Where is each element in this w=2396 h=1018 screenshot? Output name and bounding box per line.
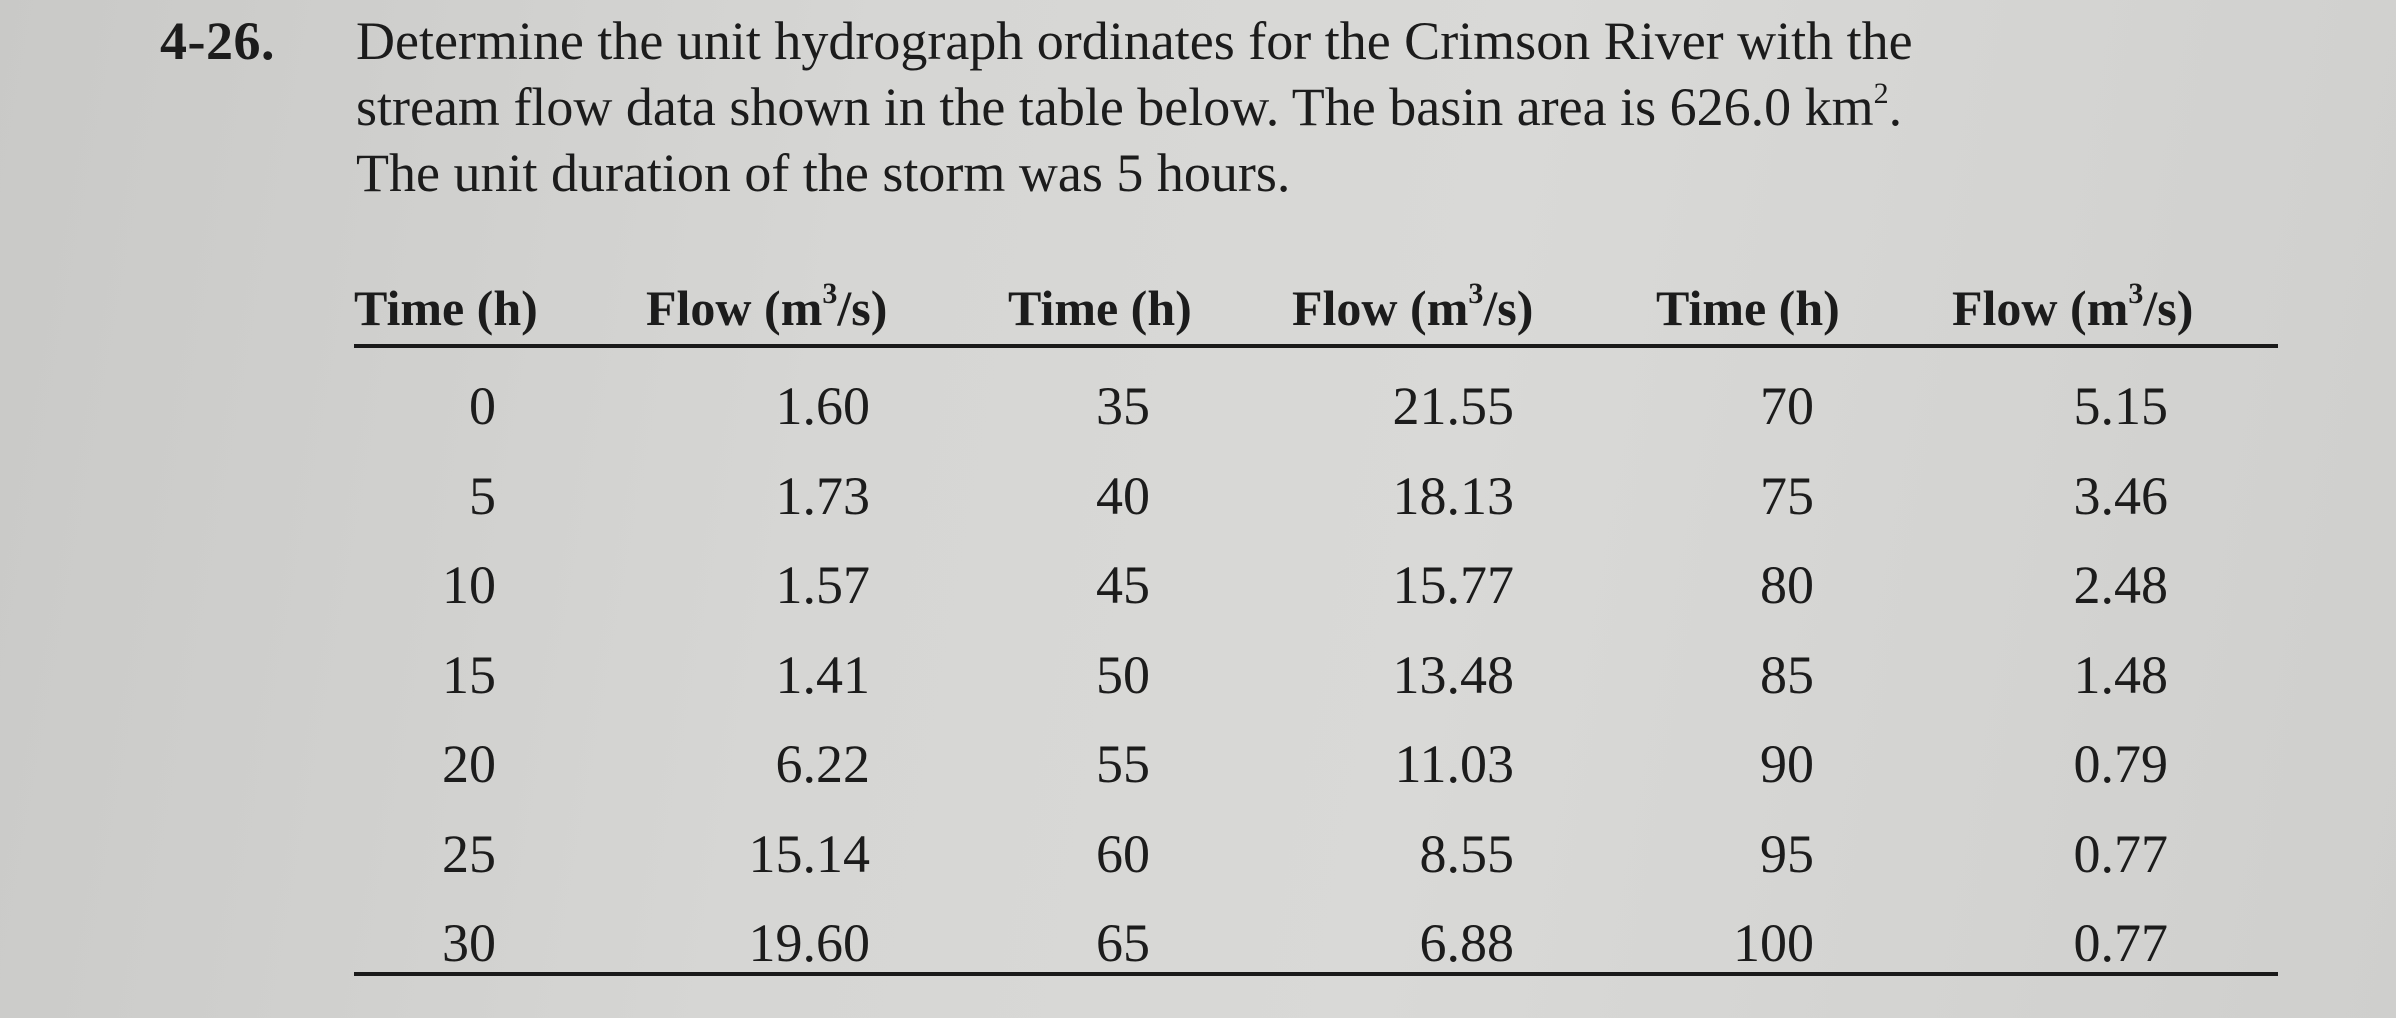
time-cell: 65: [1096, 913, 1150, 973]
flow-cell: 1.73: [775, 465, 871, 526]
time-cell: 0: [469, 376, 496, 436]
flow-cell: 1.48: [2073, 644, 2169, 705]
table-row: 10 1.57 45 15.77 80 2.48: [354, 541, 2278, 631]
flow-cell: 3.46: [2073, 465, 2169, 526]
time-cell: 15: [442, 644, 496, 705]
header-time-3: Time (h): [1656, 272, 1840, 344]
header-time-1-label: Time (h): [354, 280, 538, 336]
table-row: 0 1.60 35 21.55 70 5.15: [354, 362, 2278, 452]
flow-cell: 8.55: [1419, 823, 1515, 884]
header-flow-3: Flow (m3/s): [1952, 272, 2193, 344]
flow-cell: 19.60: [748, 913, 871, 973]
time-cell: 40: [1096, 465, 1150, 526]
header-flow-3-unit: /s): [2143, 280, 2194, 336]
time-cell: 20: [442, 734, 496, 794]
area-exponent: 2: [1873, 77, 1889, 110]
flow-cell: 0.79: [2073, 734, 2169, 794]
table-row: 5 1.73 40 18.13 75 3.46: [354, 452, 2278, 542]
header-flow-3-exponent: 3: [2128, 277, 2144, 310]
header-flow-1-exponent: 3: [822, 277, 838, 310]
table-row: 25 15.14 60 8.55 95 0.77: [354, 810, 2278, 900]
streamflow-table: Time (h) Flow (m3/s) Time (h) Flow (m3/s…: [354, 272, 2278, 976]
time-cell: 60: [1096, 823, 1150, 884]
time-cell: 10: [442, 555, 496, 615]
flow-cell: 5.15: [2073, 376, 2169, 436]
time-cell: 45: [1096, 555, 1150, 615]
header-flow-1: Flow (m3/s): [646, 272, 887, 344]
time-cell: 55: [1096, 734, 1150, 794]
time-cell: 95: [1760, 823, 1814, 884]
time-cell: 25: [442, 823, 496, 884]
flow-cell: 2.48: [2073, 555, 2169, 615]
table-bottom-rule: [354, 972, 2278, 976]
time-cell: 85: [1760, 644, 1814, 705]
table-header-row: Time (h) Flow (m3/s) Time (h) Flow (m3/s…: [354, 272, 2278, 344]
header-flow-2-label: Flow (m: [1292, 280, 1469, 336]
header-time-2-label: Time (h): [1008, 280, 1192, 336]
time-cell: 5: [469, 465, 496, 526]
problem-statement: Determine the unit hydrograph ordinates …: [356, 8, 2296, 206]
header-flow-2: Flow (m3/s): [1292, 272, 1533, 344]
header-flow-1-unit: /s): [837, 280, 888, 336]
header-time-3-label: Time (h): [1656, 280, 1840, 336]
time-cell: 100: [1733, 913, 1814, 973]
problem-line-2-period: .: [1888, 77, 1903, 137]
time-cell: 80: [1760, 555, 1814, 615]
flow-cell: 1.60: [775, 376, 871, 436]
table-row: 15 1.41 50 13.48 85 1.48: [354, 631, 2278, 721]
time-cell: 70: [1760, 376, 1814, 436]
table-row: 30 19.60 65 6.88 100 0.77: [354, 899, 2278, 989]
flow-cell: 1.57: [775, 555, 871, 615]
problem-line-1: Determine the unit hydrograph ordinates …: [356, 11, 1913, 71]
time-cell: 35: [1096, 376, 1150, 436]
header-time-2: Time (h): [1008, 272, 1192, 344]
time-cell: 90: [1760, 734, 1814, 794]
time-cell: 75: [1760, 465, 1814, 526]
flow-cell: 1.41: [775, 644, 871, 705]
flow-cell: 15.77: [1392, 555, 1515, 615]
table-top-rule: [354, 344, 2278, 348]
header-flow-1-label: Flow (m: [646, 280, 823, 336]
flow-cell: 0.77: [2073, 823, 2169, 884]
flow-cell: 21.55: [1392, 376, 1515, 436]
time-cell: 30: [442, 913, 496, 973]
flow-cell: 13.48: [1392, 644, 1515, 705]
time-cell: 50: [1096, 644, 1150, 705]
header-flow-3-label: Flow (m: [1952, 280, 2129, 336]
flow-cell: 15.14: [748, 823, 871, 884]
flow-cell: 6.22: [775, 734, 871, 794]
flow-cell: 11.03: [1394, 734, 1515, 794]
header-flow-2-unit: /s): [1483, 280, 1534, 336]
flow-cell: 6.88: [1419, 913, 1515, 973]
table-body: 0 1.60 35 21.55 70 5.15 5 1.73 40 18.13 …: [354, 362, 2278, 989]
problem-line-2-text: stream flow data shown in the table belo…: [356, 77, 1874, 137]
header-flow-2-exponent: 3: [1468, 277, 1484, 310]
flow-cell: 18.13: [1392, 465, 1515, 526]
problem-number: 4-26.: [160, 11, 275, 71]
problem-line-2: stream flow data shown in the table belo…: [356, 74, 2296, 140]
header-time-1: Time (h): [354, 272, 538, 344]
problem-line-3: The unit duration of the storm was 5 hou…: [356, 143, 1291, 203]
table-row: 20 6.22 55 11.03 90 0.79: [354, 720, 2278, 810]
flow-cell: 0.77: [2073, 913, 2169, 973]
